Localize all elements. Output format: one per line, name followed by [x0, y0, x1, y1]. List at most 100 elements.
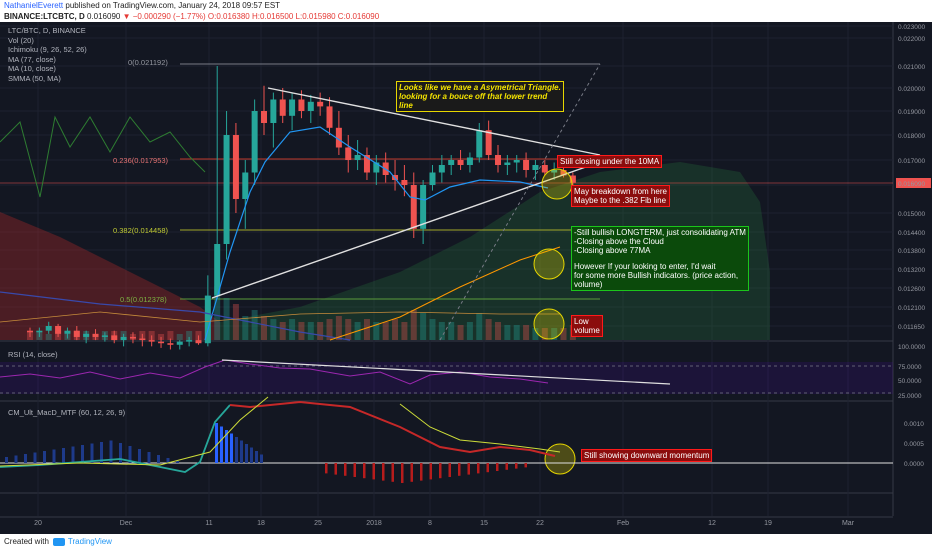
macd-hist-up-10	[100, 442, 103, 463]
price-tick-3: 0.020000	[898, 86, 925, 93]
macd-hist-down-0	[325, 463, 328, 474]
candle-body-19	[204, 295, 211, 344]
last-price: 0.016090	[86, 12, 121, 21]
price-tick-1: 0.022000	[898, 36, 925, 43]
candle-body-44	[438, 165, 445, 173]
rsi-tick-0: 100.0000	[898, 344, 925, 351]
volume-bar-49	[485, 319, 492, 340]
candle-body-11	[129, 336, 136, 339]
date-tick-12: Mar	[842, 520, 855, 527]
volume-bar-17	[186, 331, 193, 340]
volume-bar-22	[232, 304, 239, 340]
volume-bar-21	[223, 298, 230, 340]
candle-body-31	[317, 101, 324, 107]
footer-brand[interactable]: TradingView	[67, 537, 112, 546]
volume-bar-20	[214, 286, 221, 340]
candle-body-15	[167, 343, 174, 345]
price-tick-7: 0.016090	[898, 181, 925, 188]
author-link[interactable]: NathanielEverett	[4, 1, 64, 10]
fib-label-236: 0.236(0.017953)	[113, 156, 169, 165]
volume-bar-40	[401, 322, 408, 340]
annotation-momentum: Still showing downward momentum	[581, 449, 713, 462]
legend-ichimoku: Ichimoku (9, 26, 52, 26)	[8, 45, 87, 54]
candle-body-23	[242, 172, 249, 199]
date-tick-6: 8	[428, 520, 432, 527]
candle-body-51	[504, 162, 511, 165]
volume-bar-27	[279, 322, 286, 340]
macd-hist-down-5	[372, 463, 375, 480]
volume-bar-51	[504, 325, 511, 340]
date-tick-1: Dec	[120, 520, 133, 527]
legend-rsi: RSI (14, close)	[8, 350, 58, 359]
candle-body-28	[289, 99, 296, 116]
volume-bar-31	[317, 322, 324, 340]
rsi-trend-line	[221, 359, 671, 385]
volume-bar-52	[513, 325, 520, 340]
smma-line	[0, 291, 351, 341]
macd-hist-down-6	[382, 463, 385, 481]
candle-body-47	[466, 157, 473, 165]
footer: Created with TradingView	[0, 534, 932, 550]
lagging-span	[0, 115, 206, 198]
annotation-bullish-line2: -Closing above the Cloud	[574, 237, 664, 246]
candle-body-42	[420, 185, 427, 229]
macd-hist-up-6	[62, 448, 65, 463]
macd-hist-peak-3	[230, 433, 233, 463]
price-tick-2: 0.021000	[898, 64, 925, 71]
legend-ma10: MA (10, close)	[8, 64, 56, 73]
annotation-breakdown: May breakdown from here Maybe to the .38…	[571, 185, 670, 207]
candle-body-18	[195, 340, 202, 344]
fib-label-382: 0.382(0.014458)	[113, 226, 169, 235]
candle-body-13	[148, 340, 155, 342]
legend-ma77: MA (77, close)	[8, 54, 56, 64]
triangle-upper-line	[267, 87, 601, 156]
macd-hist-up-0	[5, 457, 8, 463]
volume-bar-29	[298, 322, 305, 340]
volume-bar-50	[495, 322, 501, 340]
macd-hist-peak-6	[245, 444, 248, 463]
volume-bar-2	[45, 334, 52, 340]
symbol-label: BINANCE:LTCBTC, D	[4, 12, 85, 21]
candle-body-8	[101, 335, 108, 337]
macd-hist-down-8	[401, 463, 404, 483]
candle-body-7	[92, 333, 99, 337]
macd-hist-peak-8	[255, 451, 258, 463]
annotation-low-line1: Low	[574, 317, 589, 326]
cloud-red	[0, 212, 220, 340]
volume-bar-38	[382, 322, 389, 340]
candle-body-41	[410, 185, 417, 229]
ma10-line	[204, 126, 549, 341]
macd-tick-0: 0.0010	[904, 421, 924, 428]
macd-hist-down-7	[391, 463, 394, 482]
macd-hist-down-10	[420, 463, 423, 481]
volume-bar-15	[167, 331, 174, 340]
annotation-bullish-line4: However If your looking to enter, I'd wa…	[574, 262, 716, 271]
annotation-triangle: Looks like we have a Asymetrical Triangl…	[396, 81, 564, 112]
candle-body-25	[261, 111, 267, 123]
rsi-band	[0, 362, 893, 394]
price-change: −0.000290 (−1.77%)	[132, 12, 206, 21]
price-tick-9: 0.014400	[898, 230, 925, 237]
candle-body-9	[111, 335, 118, 341]
annotation-bullish-line6: volume)	[574, 280, 603, 289]
candle-body-40	[401, 180, 408, 185]
down-arrow-icon: ▼	[122, 12, 131, 21]
legend-macd: CM_Ult_MacD_MTF (60, 12, 26, 9)	[8, 408, 126, 417]
candle-body-56	[551, 170, 558, 173]
volume-bar-41	[410, 310, 417, 340]
footer-created: Created with	[4, 537, 49, 546]
macd-hist-up-13	[128, 446, 132, 463]
macd-hist-down-12	[439, 463, 442, 479]
candle-body-21	[223, 135, 230, 244]
macd-hist-peak-7	[250, 447, 253, 463]
highlight-circle-3	[544, 443, 576, 475]
date-tick-4: 25	[314, 520, 322, 527]
date-tick-5: 2018	[366, 520, 382, 527]
chart-area[interactable]: 0.023000 0.022000 0.021000 0.020000 0.019000…	[0, 22, 932, 534]
macd-hist-down-1	[334, 463, 337, 475]
candle-body-49	[485, 130, 492, 155]
publish-header: NathanielEverett published on TradingVie…	[0, 0, 932, 22]
candle-body-20	[214, 244, 221, 296]
volume-bar-33	[335, 316, 342, 340]
publish-info: published on TradingView.com, January 24…	[65, 1, 281, 10]
